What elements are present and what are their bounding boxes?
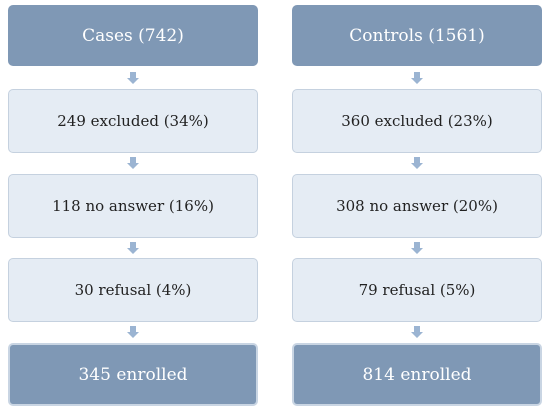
- down-arrow-icon: [411, 326, 423, 338]
- cases-excluded-box: 249 excluded (34%): [8, 89, 258, 153]
- controls-enrolled-box: 814 enrolled: [292, 343, 542, 406]
- down-arrow-icon: [411, 157, 423, 169]
- down-arrow-icon: [411, 72, 423, 84]
- controls-header-box: Controls (1561): [292, 5, 542, 66]
- controls-no-answer-box: 308 no answer (20%): [292, 174, 542, 238]
- cases-enrolled-box: 345 enrolled: [8, 343, 258, 406]
- down-arrow-icon: [411, 242, 423, 254]
- cases-header-box: Cases (742): [8, 5, 258, 66]
- down-arrow-icon: [127, 242, 139, 254]
- controls-refusal-box: 79 refusal (5%): [292, 258, 542, 322]
- down-arrow-icon: [127, 326, 139, 338]
- down-arrow-icon: [127, 72, 139, 84]
- controls-excluded-box: 360 excluded (23%): [292, 89, 542, 153]
- cases-no-answer-box: 118 no answer (16%): [8, 174, 258, 238]
- down-arrow-icon: [127, 157, 139, 169]
- cases-refusal-box: 30 refusal (4%): [8, 258, 258, 322]
